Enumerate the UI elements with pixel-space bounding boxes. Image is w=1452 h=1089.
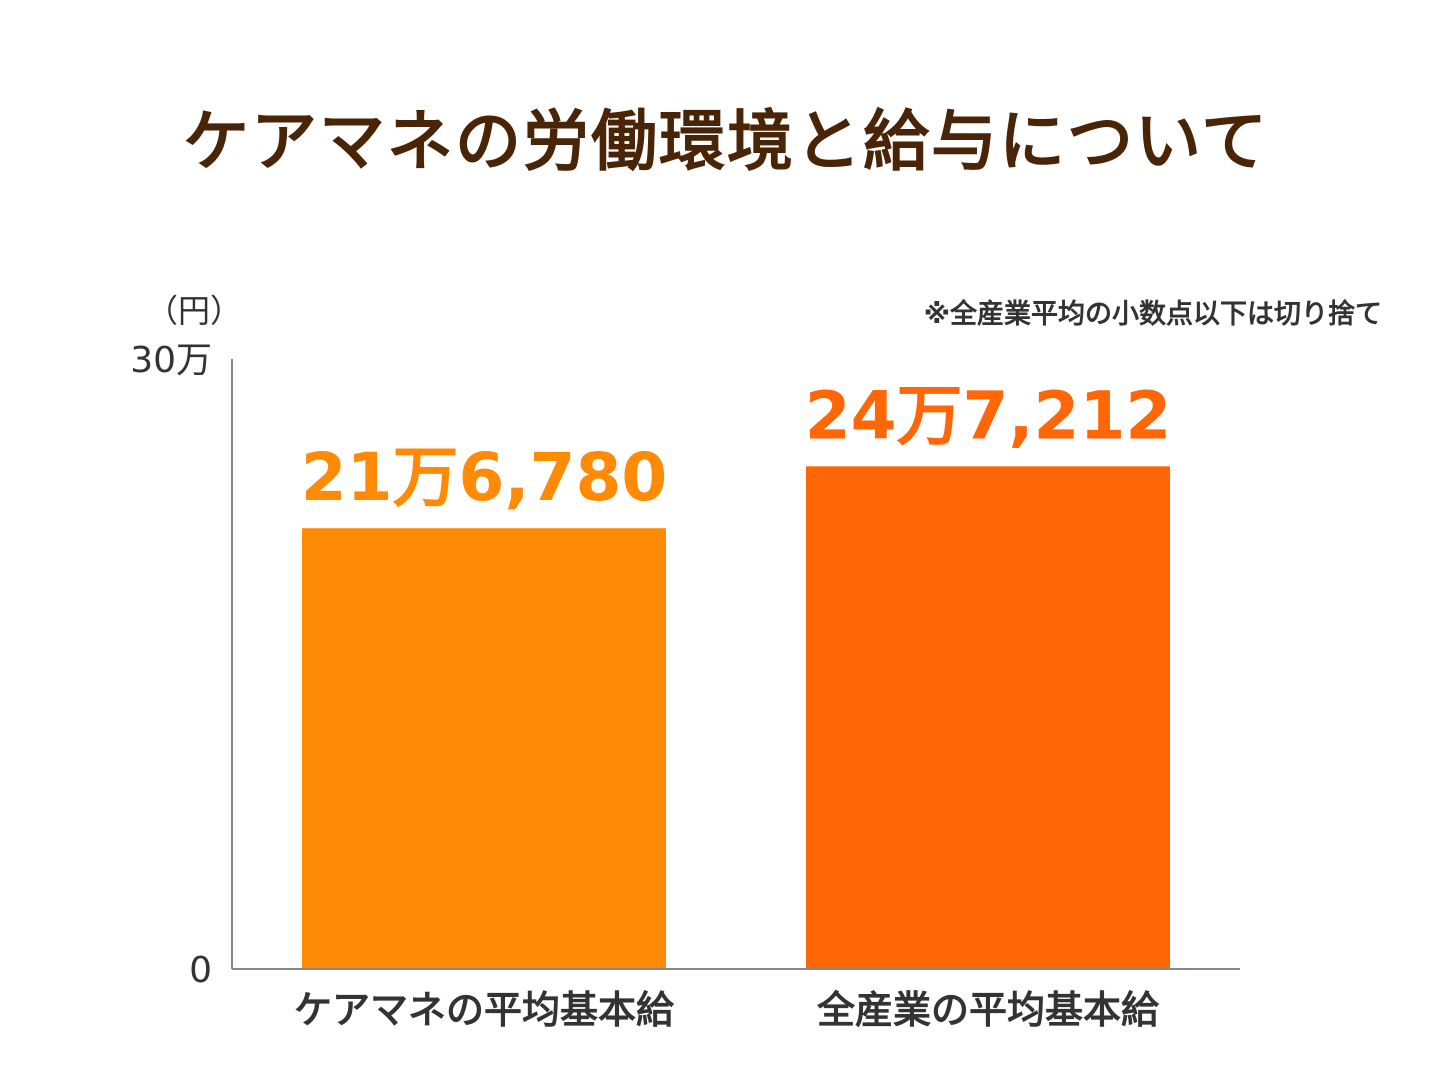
- bar: [806, 466, 1170, 969]
- bar: [302, 528, 666, 969]
- bar-value-label: 24万7,212: [805, 377, 1172, 454]
- page-title: ケアマネの労働環境と給与について: [182, 103, 1270, 180]
- category-label: 全産業の平均基本給: [816, 988, 1160, 1032]
- y-axis-unit-label: （円）: [146, 292, 243, 330]
- footnote: ※全産業平均の小数点以下は切り捨て: [923, 299, 1382, 330]
- ticks-layer: 0 30万: [130, 340, 212, 991]
- category-label: ケアマネの平均基本給: [294, 988, 675, 1032]
- labels-layer: 21万6,780 ケアマネの平均基本給 24万7,212 全産業の平均基本給: [294, 377, 1171, 1032]
- bars-layer: [302, 466, 1170, 969]
- y-tick-label: 30万: [130, 340, 212, 381]
- bar-value-label: 21万6,780: [301, 439, 668, 516]
- y-tick-label: 0: [189, 950, 212, 991]
